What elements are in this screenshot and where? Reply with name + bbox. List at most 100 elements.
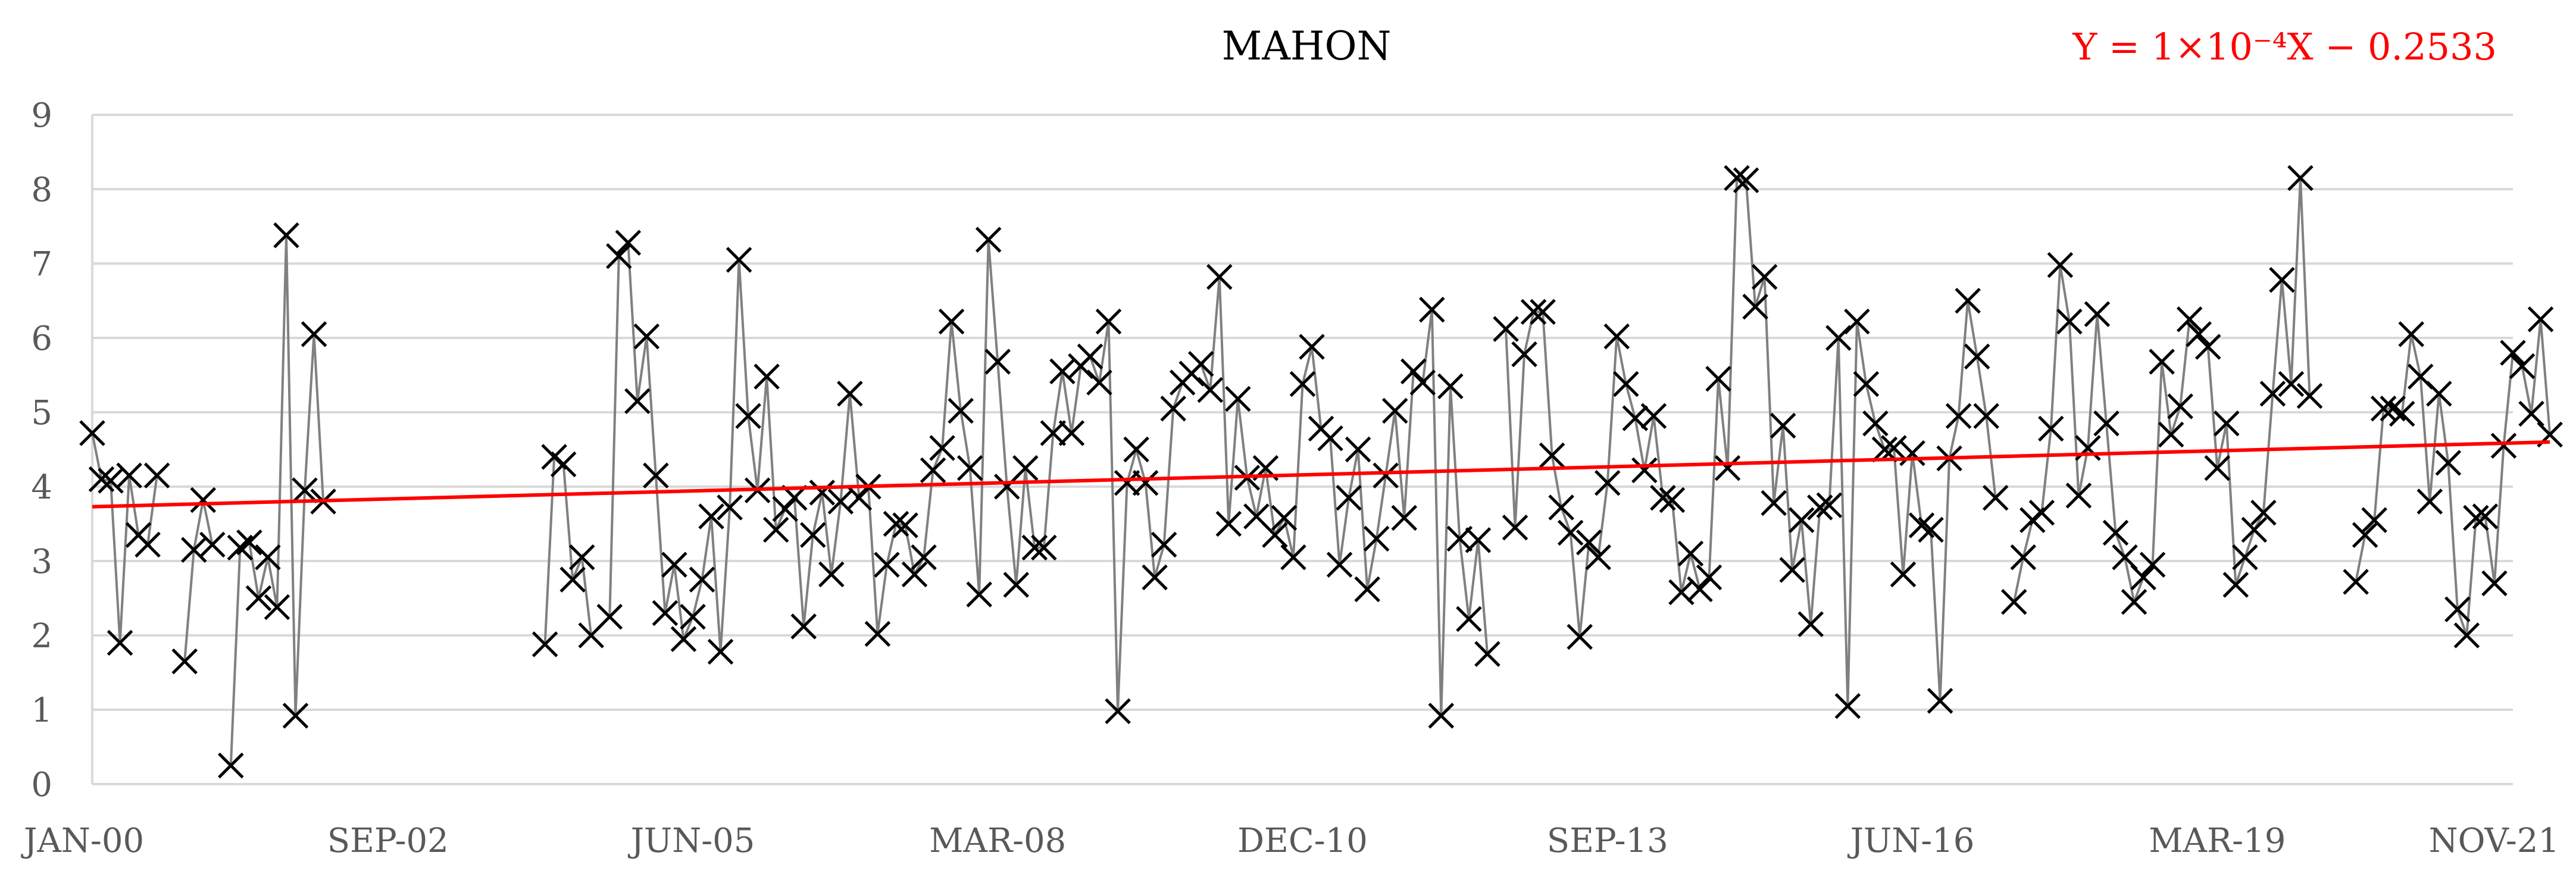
data-point-2001-04 xyxy=(218,752,244,779)
data-point-2020-09 xyxy=(2370,395,2397,422)
x-tick-nov-21: NOV-21 xyxy=(2429,822,2559,860)
data-point-2005-10 xyxy=(717,494,743,521)
data-point-2010-04 xyxy=(1215,510,1242,537)
data-point-2004-06 xyxy=(568,544,595,571)
data-point-2010-05 xyxy=(1225,386,1251,412)
data-point-2004-12 xyxy=(624,388,651,415)
data-point-2021-02 xyxy=(2416,488,2443,515)
data-point-2004-05 xyxy=(559,566,586,593)
data-point-2011-10 xyxy=(1381,397,1408,424)
data-point-2009-09 xyxy=(1151,531,1177,558)
y-tick-4: 4 xyxy=(31,468,52,507)
data-point-2008-09 xyxy=(1040,420,1067,446)
y-tick-1: 1 xyxy=(31,691,52,730)
data-point-2011-03 xyxy=(1317,425,1343,452)
data-point-2001-08 xyxy=(255,544,281,571)
data-point-2017-05 xyxy=(2000,588,2027,615)
data-point-2013-03 xyxy=(1539,442,1565,469)
data-point-2019-09 xyxy=(2259,380,2286,407)
data-point-2008-02 xyxy=(975,227,1002,253)
data-point-2014-04 xyxy=(1659,487,1686,513)
data-point-2007-09 xyxy=(929,435,955,461)
data-point-2012-03 xyxy=(1428,703,1455,729)
data-point-2012-01 xyxy=(1409,369,1436,396)
data-point-2018-08 xyxy=(2139,551,2166,578)
data-point-2015-11 xyxy=(1834,692,1861,719)
data-point-2007-04 xyxy=(883,510,909,537)
x-tick-sep-13: SEP-13 xyxy=(1547,822,1668,860)
data-point-2018-11 xyxy=(2167,393,2193,419)
data-point-2002-01 xyxy=(301,321,327,347)
data-point-2004-11 xyxy=(615,230,642,256)
data-point-2013-11 xyxy=(1613,371,1639,397)
data-point-2012-12 xyxy=(1511,341,1537,368)
data-point-2019-03 xyxy=(2204,455,2231,481)
data-point-2021-12 xyxy=(2509,353,2536,380)
data-point-2005-03 xyxy=(652,600,679,626)
data-point-2014-12 xyxy=(1733,167,1759,193)
data-point-2016-08 xyxy=(1918,516,1944,543)
y-tick-7: 7 xyxy=(31,245,52,284)
chart-title: MAHON xyxy=(1222,23,1392,69)
data-point-2000-08 xyxy=(143,462,170,489)
data-point-2014-11 xyxy=(1724,165,1750,192)
y-tick-8: 8 xyxy=(31,171,52,209)
data-point-2000-03 xyxy=(98,468,124,494)
data-point-2008-06 xyxy=(1012,455,1039,481)
data-point-2021-10 xyxy=(2490,433,2517,459)
data-point-2017-06 xyxy=(2010,544,2037,571)
data-point-2013-08 xyxy=(1585,544,1611,571)
data-point-2014-10 xyxy=(1714,455,1741,481)
data-point-2000-12 xyxy=(180,537,207,563)
data-point-2005-11 xyxy=(726,246,752,273)
data-point-2012-04 xyxy=(1437,373,1464,400)
data-point-2001-02 xyxy=(199,531,226,558)
data-point-2008-10 xyxy=(1049,358,1076,385)
data-point-2017-01 xyxy=(1964,343,1990,370)
data-point-2021-04 xyxy=(2435,450,2462,476)
data-point-2009-01 xyxy=(1077,343,1103,370)
data-point-2022-01 xyxy=(2518,400,2544,427)
data-point-2009-10 xyxy=(1160,395,1186,422)
data-point-2020-01 xyxy=(2296,383,2323,409)
data-point-2013-10 xyxy=(1603,323,1630,350)
data-point-2013-06 xyxy=(1567,623,1593,650)
data-point-2013-07 xyxy=(1575,529,1602,556)
gridlines xyxy=(91,114,2513,785)
data-point-2019-10 xyxy=(2269,267,2295,293)
data-point-2001-10 xyxy=(273,222,299,249)
data-point-2013-09 xyxy=(1594,469,1621,496)
data-point-2004-04 xyxy=(550,451,577,478)
data-point-2016-11 xyxy=(1945,403,1972,430)
data-point-2015-01 xyxy=(1742,293,1768,320)
data-point-2008-03 xyxy=(984,349,1011,375)
data-point-2012-11 xyxy=(1502,514,1528,541)
data-point-2010-10 xyxy=(1271,504,1298,531)
x-tick-labels: JAN-00 SEP-02 JUN-05 MAR-08 DEC-10 SEP-13 JUN-… xyxy=(21,822,2559,860)
data-point-2006-08 xyxy=(809,480,836,506)
data-point-2020-07 xyxy=(2352,522,2378,549)
data-point-2009-02 xyxy=(1086,369,1112,396)
data-point-2019-02 xyxy=(2194,334,2221,360)
data-point-2006-11 xyxy=(837,380,863,407)
data-point-2014-02 xyxy=(1640,403,1667,430)
data-point-2009-07 xyxy=(1132,469,1159,496)
data-point-2018-12 xyxy=(2176,306,2203,333)
x-tick-mar-19: MAR-19 xyxy=(2149,822,2286,860)
data-point-2001-06 xyxy=(236,529,262,556)
data-point-2019-05 xyxy=(2222,572,2249,598)
data-point-2021-03 xyxy=(2426,380,2452,407)
data-point-2012-08 xyxy=(1474,641,1500,668)
y-tick-3: 3 xyxy=(31,543,52,581)
data-point-2019-07 xyxy=(2241,516,2268,543)
data-point-2011-09 xyxy=(1373,462,1399,489)
data-point-2007-02 xyxy=(864,621,891,647)
y-tick-6: 6 xyxy=(31,319,52,358)
data-point-2016-12 xyxy=(1955,287,1981,314)
data-point-2022-02 xyxy=(2527,306,2554,333)
data-point-2020-12 xyxy=(2398,321,2425,347)
data-point-2014-03 xyxy=(1650,484,1676,511)
data-point-2005-08 xyxy=(698,503,724,529)
data-point-2016-02 xyxy=(1862,410,1889,437)
